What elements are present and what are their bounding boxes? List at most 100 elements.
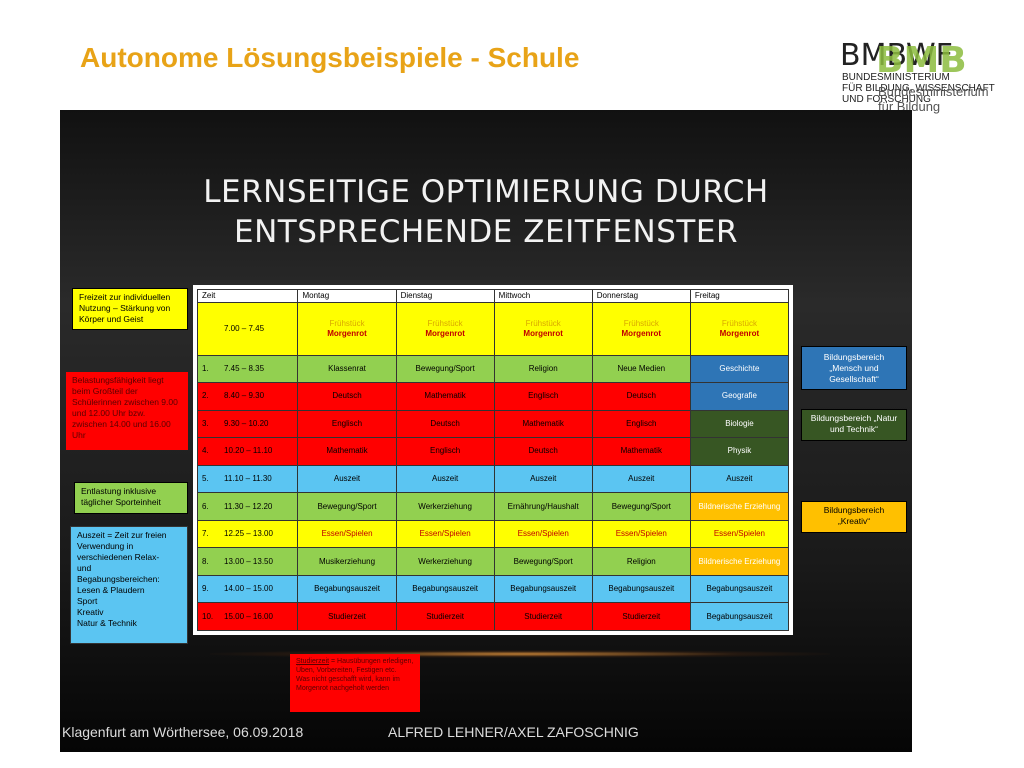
lesson-time: 8.40 – 9.30 <box>224 391 265 401</box>
timetable-cell: Religion <box>493 354 593 384</box>
timetable-cell: Englisch <box>493 382 593 411</box>
timetable-cell: Klassenrat <box>297 354 397 384</box>
lesson-number: 7. <box>202 529 209 539</box>
note-studierzeit-line2: Was nicht geschafft wird, kann im Morgen… <box>296 676 400 692</box>
lesson-number: 9. <box>202 584 209 594</box>
timetable-cell: Frühstück Morgenrot <box>395 302 495 356</box>
timetable-cell: Studierzeit <box>493 602 593 631</box>
timetable-cell: Mathematik <box>297 437 397 466</box>
note-entlastung: Entlastung inklusive täglicher Sporteinh… <box>74 482 188 514</box>
footer-location-date: Klagenfurt am Wörthersee, 06.09.2018 <box>62 724 304 740</box>
timetable-cell: Essen/Spielen <box>493 519 593 549</box>
lesson-number: 10. <box>202 611 214 621</box>
timetable-row: 10. 15.00 – 16.00 Studierzeit Studierzeit St… <box>196 602 790 631</box>
timetable-time-cell: 7.00 – 7.45 <box>196 302 299 356</box>
lesson-number: 1. <box>202 363 209 373</box>
slide-title: Autonome Lösungsbeispiele - Schule <box>80 42 580 73</box>
cell-fruehstueck: Frühstück <box>721 318 757 328</box>
timetable-cell: Frühstück Morgenrot <box>493 302 593 356</box>
timetable-row: 2. 8.40 – 9.30 Deutsch Mathematik Englisch De… <box>196 382 790 411</box>
timetable-col-header: Zeit <box>196 289 299 303</box>
cell-morgenrot: Morgenrot <box>425 328 465 338</box>
timetable-cell: Begabungsauszeit <box>591 574 691 604</box>
timetable-col-header: Montag <box>297 289 397 303</box>
timetable-cell: Deutsch <box>297 382 397 411</box>
note-kreativ: Bildungsbereich „Kreativ“ <box>801 501 907 533</box>
note-studierzeit-word: Studierzeit <box>296 658 330 665</box>
auszeit-line: Kreativ <box>77 607 104 617</box>
lesson-time: 15.00 – 16.00 <box>224 611 273 621</box>
timetable-cell: Bildnerische Erziehung <box>689 547 790 576</box>
cell-fruehstueck: Frühstück <box>623 318 659 328</box>
lesson-time: 7.00 – 7.45 <box>224 323 265 333</box>
cell-morgenrot: Morgenrot <box>621 328 662 338</box>
note-natur-technik: Bildungsbereich „Natur und Technik“ <box>801 409 907 441</box>
timetable-row: 4. 10.20 – 11.10 Mathematik Englisch Deutsch… <box>196 437 790 466</box>
timetable-time-cell: 2. 8.40 – 9.30 <box>196 382 299 411</box>
lesson-number: 4. <box>202 446 209 456</box>
timetable-cell: Physik <box>689 437 790 466</box>
timetable-row: 3. 9.30 – 10.20 Englisch Deutsch Mathematik E… <box>196 409 790 439</box>
timetable-cell: Auszeit <box>395 464 495 494</box>
timetable-cell: Englisch <box>591 409 691 439</box>
timetable-grid: Zeit Montag Dienstag Mittwoch Donnerstag Frei… <box>196 289 790 631</box>
timetable-cell: Essen/Spielen <box>297 519 397 549</box>
timetable-time-cell: 4. 10.20 – 11.10 <box>196 437 299 466</box>
lesson-time: 10.20 – 11.10 <box>224 446 273 456</box>
note-mensch-gesellschaft: Bildungsbereich „Mensch und Gesellschaft… <box>801 346 907 390</box>
timetable-row: 7.00 – 7.45 Frühstück Morgenrot Frühstück Mo… <box>196 302 790 356</box>
timetable-time-cell: 7. 12.25 – 13.00 <box>196 519 299 549</box>
lesson-time: 13.00 – 13.50 <box>224 556 273 566</box>
timetable-col-header: Freitag <box>689 289 790 303</box>
auszeit-line: Lesen & Plaudern <box>77 585 145 595</box>
auszeit-line: verschiedenen Relax- <box>77 552 160 562</box>
note-auszeit: Auszeit = Zeit zur freien Verwendung in ve… <box>70 526 188 644</box>
auszeit-line: Verwendung in <box>77 541 134 551</box>
timetable-row: 9. 14.00 – 15.00 Begabungsauszeit Begabungs… <box>196 574 790 604</box>
lesson-number: 2. <box>202 391 209 401</box>
footer-authors: ALFRED LEHNER/AXEL ZAFOSCHNIG <box>388 724 639 740</box>
timetable-cell: Musikerziehung <box>297 547 397 576</box>
timetable-row: 8. 13.00 – 13.50 Musikerziehung Werkerziehu… <box>196 547 790 576</box>
logo-line-2: FÜR BILDUNG, WISSENSCHAFT <box>842 83 995 94</box>
timetable-cell: Englisch <box>395 437 495 466</box>
timetable: Zeit Montag Dienstag Mittwoch Donnerstag Frei… <box>193 285 793 635</box>
timetable-time-cell: 6. 11.30 – 12.20 <box>196 492 299 521</box>
logo-line-3: UND FORSCHUNG <box>842 94 931 105</box>
lesson-time: 9.30 – 10.20 <box>224 418 269 428</box>
timetable-cell: Frühstück Morgenrot <box>297 302 397 356</box>
timetable-cell: Auszeit <box>493 464 593 494</box>
timetable-cell: Deutsch <box>395 409 495 439</box>
timetable-time-cell: 10. 15.00 – 16.00 <box>196 602 299 631</box>
timetable-cell: Essen/Spielen <box>395 519 495 549</box>
panel-heading-line-1: LERNSEITIGE OPTIMIERUNG DURCH <box>203 174 769 210</box>
timetable-col-header: Mittwoch <box>493 289 593 303</box>
logo-bmbwf: BMBWF <box>840 38 953 73</box>
timetable-cell: Geschichte <box>689 354 790 384</box>
note-freizeit: Freizeit zur individuellen Nutzung – Stä… <box>72 288 188 330</box>
auszeit-line: und <box>77 563 92 573</box>
logo-bmb: BMB <box>876 40 967 81</box>
timetable-cell: Werkerziehung <box>395 547 495 576</box>
timetable-col-header: Dienstag <box>395 289 495 303</box>
auszeit-line: Natur & Technik <box>77 618 137 628</box>
timetable-cell: Mathematik <box>395 382 495 411</box>
timetable-cell: Auszeit <box>297 464 397 494</box>
lesson-time: 11.30 – 12.20 <box>224 501 273 511</box>
panel-heading-line-2: ENTSPRECHENDE ZEITFENSTER <box>233 214 738 250</box>
timetable-cell: Religion <box>591 547 691 576</box>
timetable-cell: Bewegung/Sport <box>297 492 397 521</box>
cell-morgenrot: Morgenrot <box>523 328 563 338</box>
logo-line-1: BUNDESMINISTERIUM <box>842 72 950 83</box>
timetable-row: 1. 7.45 – 8.35 Klassenrat Bewegung/Sport Rel… <box>196 354 790 384</box>
panel-heading: LERNSEITIGE OPTIMIERUNG DURCH ENTSPRECHE… <box>60 172 912 252</box>
timetable-cell: Ernährung/Haushalt <box>493 492 593 521</box>
timetable-cell: Begabungsauszeit <box>689 574 790 604</box>
logo-sub-1: Bundesministerium <box>878 84 989 99</box>
timetable-cell: Frühstück Morgenrot <box>689 302 790 356</box>
cell-fruehstueck: Frühstück <box>329 318 365 328</box>
timetable-cell: Neue Medien <box>591 354 691 384</box>
timetable-header-row: Zeit Montag Dienstag Mittwoch Donnerstag Frei… <box>196 289 790 303</box>
timetable-cell: Geografie <box>689 382 790 411</box>
